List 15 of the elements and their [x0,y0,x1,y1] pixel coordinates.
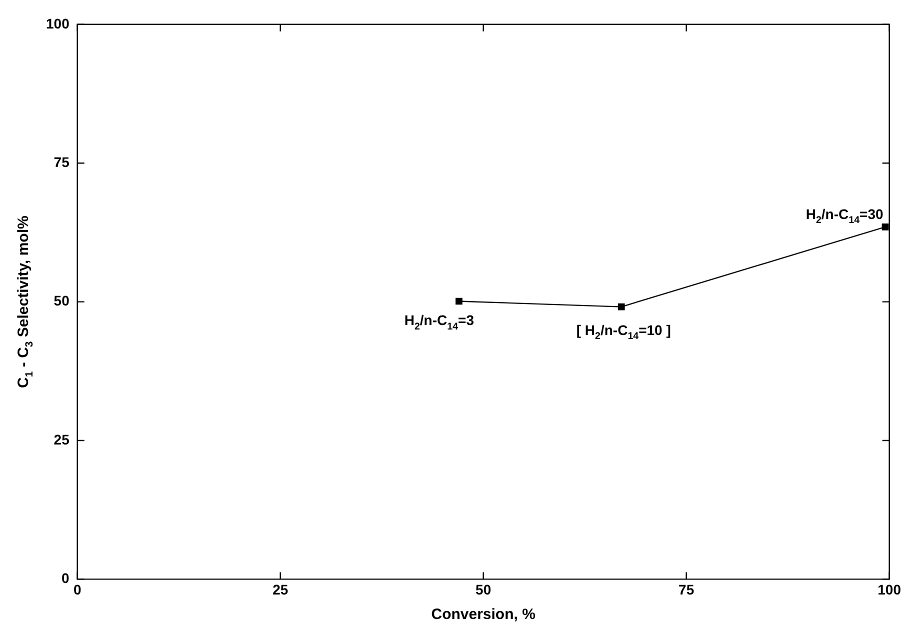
y-tick-label: 75 [54,154,70,170]
x-tick-label: 100 [878,581,902,598]
x-tick-label: 75 [678,581,694,598]
y-tick-label: 50 [54,292,70,309]
x-tick-label: 25 [272,581,288,598]
point [618,303,625,310]
y-tick-label: 100 [46,15,70,32]
y-tick-label: 0 [62,570,70,586]
y-axis-title: C1 - C3 Selectivity, mol% [15,216,36,388]
point [882,223,889,230]
point [456,298,462,305]
x-axis-title: Conversion, % [431,606,536,624]
x-tick-label: 50 [476,581,492,598]
x-tick-label: 0 [73,581,82,598]
y-tick-label: 25 [54,431,70,448]
